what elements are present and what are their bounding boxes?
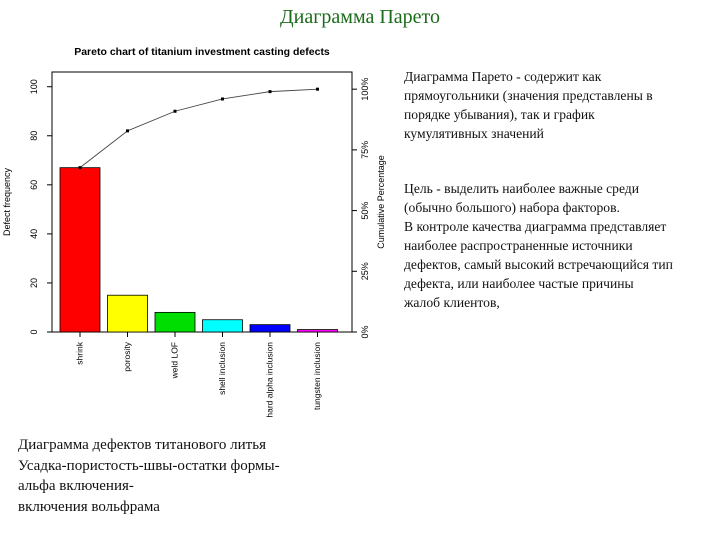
pareto-chart-svg: Pareto chart of titanium investment cast… <box>2 46 386 418</box>
cumulative-line <box>79 88 318 169</box>
y-tick-label: 60 <box>29 180 39 190</box>
chart-caption: Диаграмма дефектов титанового литья Усад… <box>18 437 280 515</box>
plot-frame <box>51 71 353 333</box>
cumulative-point <box>126 129 129 133</box>
bar <box>297 329 338 333</box>
y-tick-label: 80 <box>29 131 39 141</box>
x-tick-label: hard alpha inclusion <box>264 342 274 418</box>
y2-tick-label: 100% <box>360 78 370 101</box>
y2-tick-label: 25% <box>360 262 370 280</box>
y-axis-label: Defect frequency <box>2 167 12 236</box>
cumulative-point <box>268 90 272 94</box>
description: Диаграмма Парето - содержит как прямоуго… <box>404 48 720 331</box>
x-tick-label: porosity <box>122 341 132 372</box>
y2-axis-label: Cumulative Percentage <box>376 155 386 249</box>
bar <box>59 167 101 333</box>
y2-tick-label: 50% <box>360 202 370 220</box>
bar <box>107 294 148 333</box>
y2-tick-label: 0% <box>360 325 370 338</box>
chart-title: Pareto chart of titanium investment cast… <box>74 46 330 58</box>
y-tick-label: 100 <box>29 79 39 94</box>
x-tick-label: weld LOF <box>169 342 179 379</box>
description-paragraph-2: Цель - выделить наиболее важные среди (о… <box>404 181 673 310</box>
description-paragraph-1: Диаграмма Парето - содержит как прямоуго… <box>404 69 653 141</box>
pareto-chart: Pareto chart of titanium investment cast… <box>0 44 392 434</box>
bar <box>154 311 196 333</box>
x-tick-label: shrink <box>74 341 84 364</box>
cumulative-point <box>173 109 177 113</box>
y-tick-label: 20 <box>29 278 39 288</box>
cumulative-point <box>221 97 224 101</box>
y-tick-label: 0 <box>29 329 39 334</box>
bar <box>249 324 291 333</box>
y-tick-label: 40 <box>29 229 39 239</box>
x-tick-label: shell inclusion <box>217 342 227 395</box>
x-tick-label: tungsten inclusion <box>312 342 322 410</box>
cumulative-point <box>78 166 82 170</box>
cumulative-point <box>316 87 319 91</box>
y2-tick-label: 75% <box>360 141 370 159</box>
bar <box>202 319 243 333</box>
slide-title: Диаграмма Парето <box>279 6 441 28</box>
